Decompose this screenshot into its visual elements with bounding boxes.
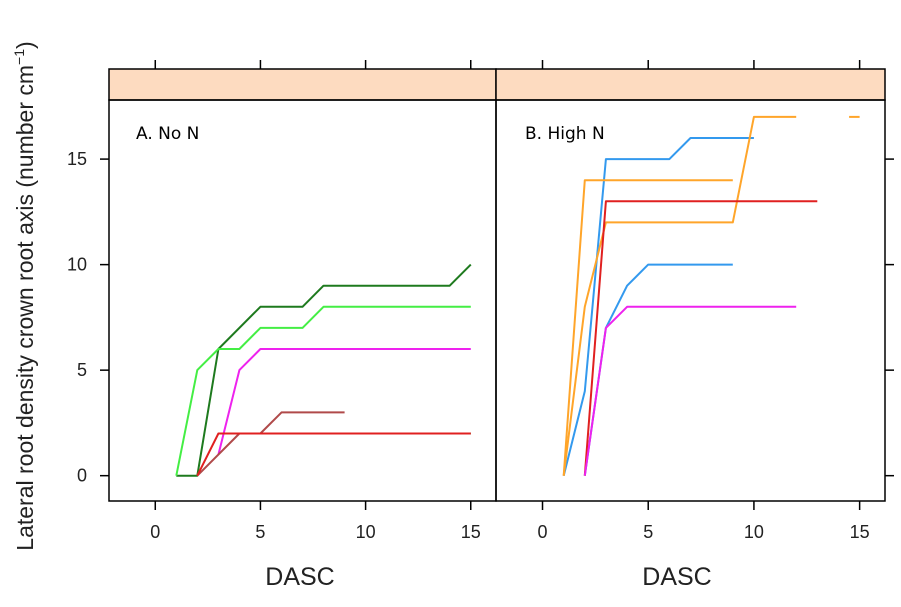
x-tick-label: 0 xyxy=(538,522,548,542)
series-line-high-n-4 xyxy=(562,115,797,476)
y-axis-label-close: ) xyxy=(12,41,38,49)
y-tick-label: 5 xyxy=(77,360,87,380)
series-line-high-n-3 xyxy=(562,179,733,476)
panel-high-n-label: B. High N xyxy=(525,124,605,144)
y-axis-ticks: 0 5 10 15 xyxy=(67,149,894,486)
y-axis-label-main: Lateral root density crown root axis (nu… xyxy=(12,65,38,551)
panel-no-n-frame xyxy=(108,99,497,502)
panel-high-n: B. High N 0 5 10 15 DASC xyxy=(495,60,886,591)
panel-high-n-strip xyxy=(495,68,886,101)
series-line-high-n-7 xyxy=(583,305,797,476)
x-tick-label: 5 xyxy=(255,522,265,542)
y-axis-label: Lateral root density crown root axis (nu… xyxy=(11,41,38,550)
panel-high-n-series-group xyxy=(562,115,860,476)
x-tick-label: 10 xyxy=(356,522,376,542)
panel-high-n-x-ticks: 0 5 10 15 xyxy=(538,60,870,542)
y-axis-label-superscript: −1 xyxy=(11,49,27,65)
panel-no-n-strip xyxy=(108,68,497,101)
series-line-no-n-6 xyxy=(196,432,471,477)
y-tick-label: 15 xyxy=(67,149,87,169)
panel-high-n-frame xyxy=(495,99,886,502)
panel-no-n: A. No N 0 5 10 15 DASC xyxy=(108,60,497,591)
series-line-high-n-1 xyxy=(562,137,754,476)
series-line-high-n-2 xyxy=(583,263,733,476)
series-line-no-n-4 xyxy=(196,411,345,477)
series-line-no-n-1 xyxy=(176,263,472,477)
series-line-no-n-2 xyxy=(175,305,471,476)
series-line-high-n-6 xyxy=(583,200,818,476)
x-tick-label: 10 xyxy=(744,522,764,542)
series-line-no-n-3 xyxy=(217,348,471,455)
y-tick-label: 10 xyxy=(67,255,87,275)
panel-high-n-x-axis-label: DASC xyxy=(642,563,711,591)
panel-no-n-label: A. No N xyxy=(136,124,199,144)
panel-no-n-x-ticks: 0 5 10 15 xyxy=(150,60,481,542)
x-tick-label: 5 xyxy=(643,522,653,542)
y-tick-label: 0 xyxy=(77,466,87,486)
panel-no-n-series-group xyxy=(175,263,472,477)
x-tick-label: 0 xyxy=(150,522,160,542)
panel-no-n-x-axis-label: DASC xyxy=(265,563,334,591)
x-tick-label: 15 xyxy=(850,522,870,542)
x-tick-label: 15 xyxy=(461,522,481,542)
